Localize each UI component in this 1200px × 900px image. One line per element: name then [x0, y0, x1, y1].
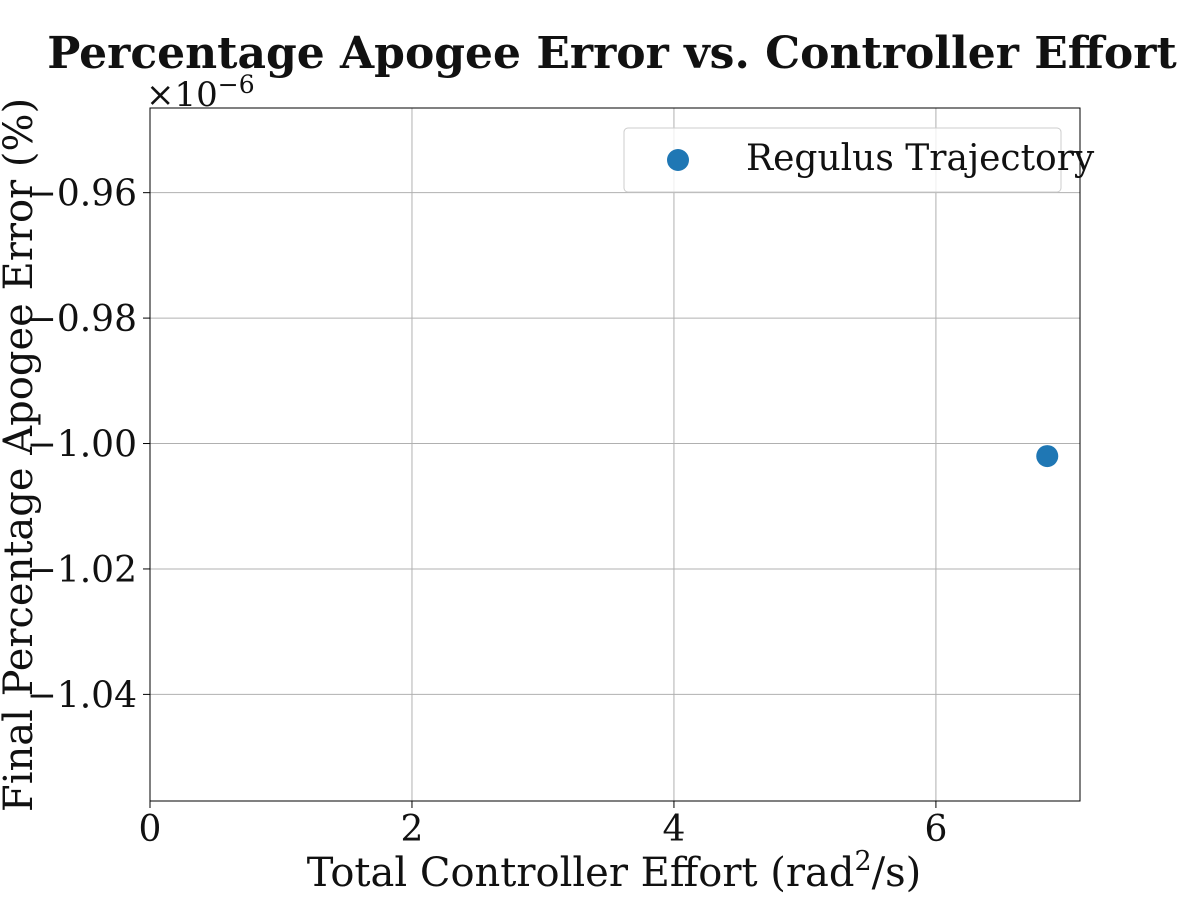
grid-lines	[149, 108, 1080, 801]
legend-marker	[667, 149, 689, 171]
x-tick-label: 4	[662, 809, 685, 850]
y-tick-label: −0.98	[27, 299, 137, 340]
chart-title: Percentage Apogee Error vs. Controller E…	[47, 28, 1177, 79]
legend-box	[623, 127, 1062, 193]
x-axis-label-sup: 2	[854, 846, 871, 877]
plot-frame	[149, 107, 1081, 802]
x-axis-label: Total Controller Effort (rad2/s)	[307, 846, 922, 896]
y-offset-base: ×10	[146, 75, 218, 115]
legend-label: Regulus Trajectory	[746, 138, 1095, 179]
y-tick-label: −1.02	[27, 550, 137, 591]
series-layer	[1036, 445, 1059, 468]
legend: Regulus Trajectory	[623, 127, 1095, 193]
data-point	[1036, 445, 1059, 468]
y-tick-label: −1.00	[27, 425, 137, 466]
x-ticks: 0 2 4 6	[139, 801, 947, 850]
x-axis-label-main: Total Controller Effort (rad	[307, 850, 855, 896]
y-ticks: −0.96 −0.98 −1.00 −1.02 −1.04	[27, 174, 150, 716]
y-offset-label: ×10−6	[146, 70, 255, 115]
y-tick-label: −0.96	[27, 174, 137, 215]
y-offset-exponent: −6	[218, 70, 255, 99]
x-tick-label: 0	[139, 809, 162, 850]
x-tick-label: 2	[401, 809, 424, 850]
y-axis-label: Final Percentage Apogee Error (%)	[0, 98, 42, 812]
x-tick-label: 6	[924, 809, 947, 850]
y-tick-label: −1.04	[27, 675, 137, 716]
x-axis-label-tail: /s)	[872, 850, 922, 896]
